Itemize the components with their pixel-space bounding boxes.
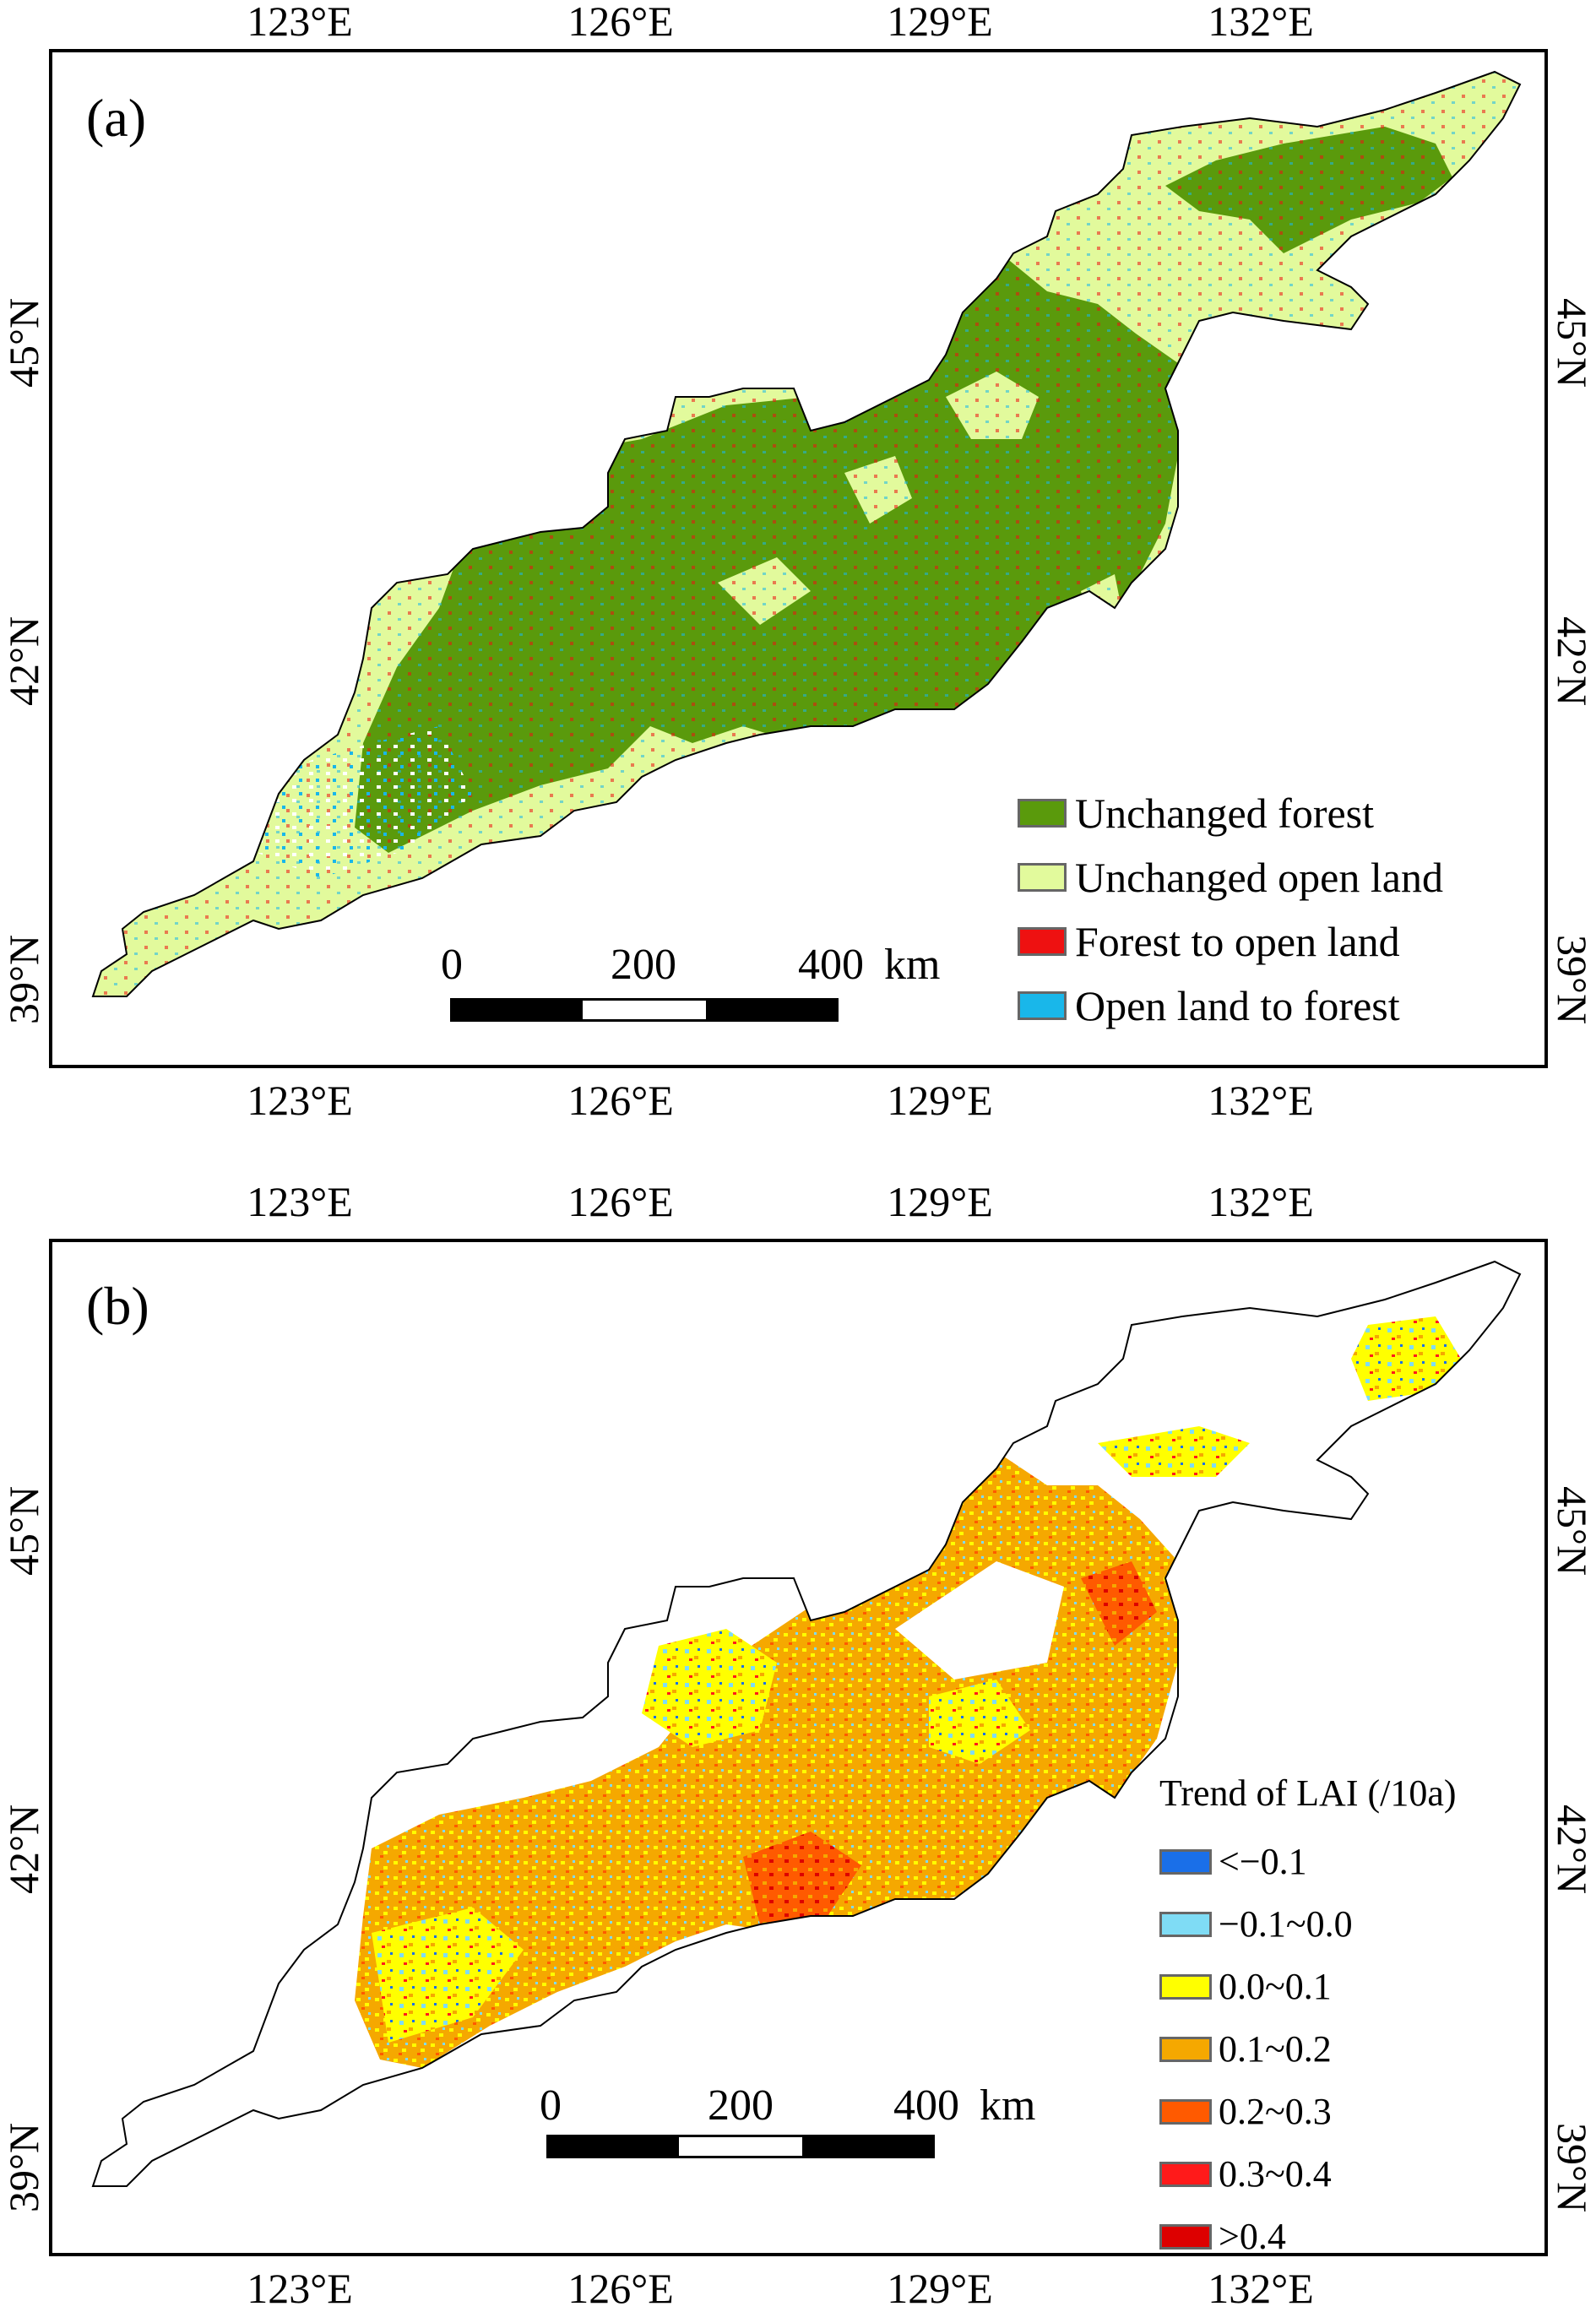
legend-item: <−0.1	[1159, 1831, 1457, 1893]
legend-item: >0.4	[1159, 2206, 1457, 2268]
lon-tick-top: 132°E	[1208, 1178, 1314, 1225]
lat-tick-right: 39°N	[1549, 2122, 1596, 2213]
legend-label: Open land to forest	[1075, 982, 1400, 1029]
legend-item: Unchanged open land	[1018, 845, 1443, 909]
scale-label-200: 200	[708, 2081, 774, 2130]
region-boundary-b	[91, 1260, 1522, 2187]
legend-label: 0.3~0.4	[1219, 2153, 1332, 2195]
scale-label-400: 400	[893, 2081, 959, 2130]
pixel-noise-southwest	[236, 726, 473, 878]
region-boundary-a	[91, 70, 1522, 997]
scale-label-200: 200	[611, 941, 676, 989]
lat-tick-right: 42°N	[1549, 1804, 1596, 1895]
legend-item: 0.0~0.1	[1159, 1956, 1457, 2018]
lat-tick-left: 39°N	[0, 2122, 47, 2213]
region-map-b	[91, 1260, 1522, 2187]
lon-tick-bottom: 132°E	[1208, 2265, 1314, 2312]
lon-tick-bottom: 123°E	[247, 1077, 353, 1124]
legend-label: 0.0~0.1	[1219, 1966, 1332, 2007]
scale-label-0: 0	[540, 2081, 562, 2130]
lon-tick-bottom: 126°E	[567, 2265, 674, 2312]
lon-tick-top: 126°E	[567, 1178, 674, 1225]
legend-label: −0.1~0.0	[1219, 1903, 1353, 1945]
lon-tick-bottom: 129°E	[887, 1077, 993, 1124]
scale-unit: km	[884, 941, 941, 989]
legend-label: Unchanged forest	[1075, 790, 1375, 837]
panel-label-b: (b)	[86, 1276, 149, 1336]
scale-unit: km	[980, 2081, 1036, 2130]
legend-label: 0.2~0.3	[1219, 2091, 1332, 2132]
lon-tick-top: 132°E	[1208, 0, 1314, 45]
lat-tick-left: 42°N	[0, 1804, 47, 1895]
no-data-gaps	[760, 1333, 1148, 1680]
legend-swatch	[1159, 1849, 1212, 1875]
lon-tick-bottom: 126°E	[567, 1077, 674, 1124]
lon-tick-top: 123°E	[247, 1178, 353, 1225]
lon-tick-top: 129°E	[887, 0, 993, 45]
legend-swatch	[1159, 2162, 1212, 2187]
lat-tick-left: 45°N	[0, 297, 47, 388]
legend-item: 0.2~0.3	[1159, 2081, 1457, 2143]
scale-bar-a	[450, 998, 839, 1022]
legend-item: 0.3~0.4	[1159, 2143, 1457, 2206]
lat-tick-right: 42°N	[1549, 616, 1596, 707]
legend-label: <−0.1	[1219, 1841, 1307, 1882]
legend-swatch	[1159, 2037, 1212, 2062]
scale-label-0: 0	[441, 941, 463, 989]
legend-label: Forest to open land	[1075, 918, 1400, 965]
legend-item: Unchanged forest	[1018, 781, 1443, 845]
lon-tick-bottom: 132°E	[1208, 1077, 1314, 1124]
scale-bar-b	[546, 2135, 935, 2158]
lon-tick-top: 126°E	[567, 0, 674, 45]
panel-label-a: (a)	[86, 88, 147, 148]
lat-tick-left: 39°N	[0, 934, 47, 1025]
lai-trend-mixed	[372, 1629, 1030, 2043]
scale-label-400: 400	[798, 941, 864, 989]
legend-a: Unchanged forest Unchanged open land For…	[1018, 781, 1443, 1038]
legend-swatch	[1159, 2224, 1212, 2250]
lai-trend-high	[743, 1561, 1157, 1924]
legend-item: Forest to open land	[1018, 909, 1443, 974]
region-map-a	[91, 70, 1522, 997]
legend-label: >0.4	[1219, 2216, 1286, 2257]
lon-tick-bottom: 123°E	[247, 2265, 353, 2312]
lon-tick-bottom: 129°E	[887, 2265, 993, 2312]
legend-swatch	[1018, 863, 1067, 892]
legend-title: Trend of LAI (/10a)	[1159, 1772, 1457, 1814]
lat-tick-left: 45°N	[0, 1485, 47, 1577]
legend-swatch	[1018, 991, 1067, 1020]
legend-item: Open land to forest	[1018, 974, 1443, 1038]
legend-swatch	[1018, 799, 1067, 828]
legend-item: 0.1~0.2	[1159, 2018, 1457, 2081]
lai-trend-northeast	[1098, 1316, 1461, 1477]
legend-swatch	[1159, 1974, 1212, 2000]
legend-label: Unchanged open land	[1075, 854, 1443, 901]
legend-item: −0.1~0.0	[1159, 1893, 1457, 1956]
legend-swatch	[1018, 927, 1067, 956]
lat-tick-left: 42°N	[0, 616, 47, 707]
legend-swatch	[1159, 2099, 1212, 2125]
lat-tick-right: 45°N	[1549, 297, 1596, 388]
legend-swatch	[1159, 1912, 1212, 1937]
lon-tick-top: 129°E	[887, 1178, 993, 1225]
lon-tick-top: 123°E	[247, 0, 353, 45]
legend-label: 0.1~0.2	[1219, 2028, 1332, 2070]
legend-b: Trend of LAI (/10a) <−0.1 −0.1~0.0 0.0~0…	[1159, 1775, 1457, 2268]
lat-tick-right: 39°N	[1549, 934, 1596, 1025]
lat-tick-right: 45°N	[1549, 1485, 1596, 1577]
